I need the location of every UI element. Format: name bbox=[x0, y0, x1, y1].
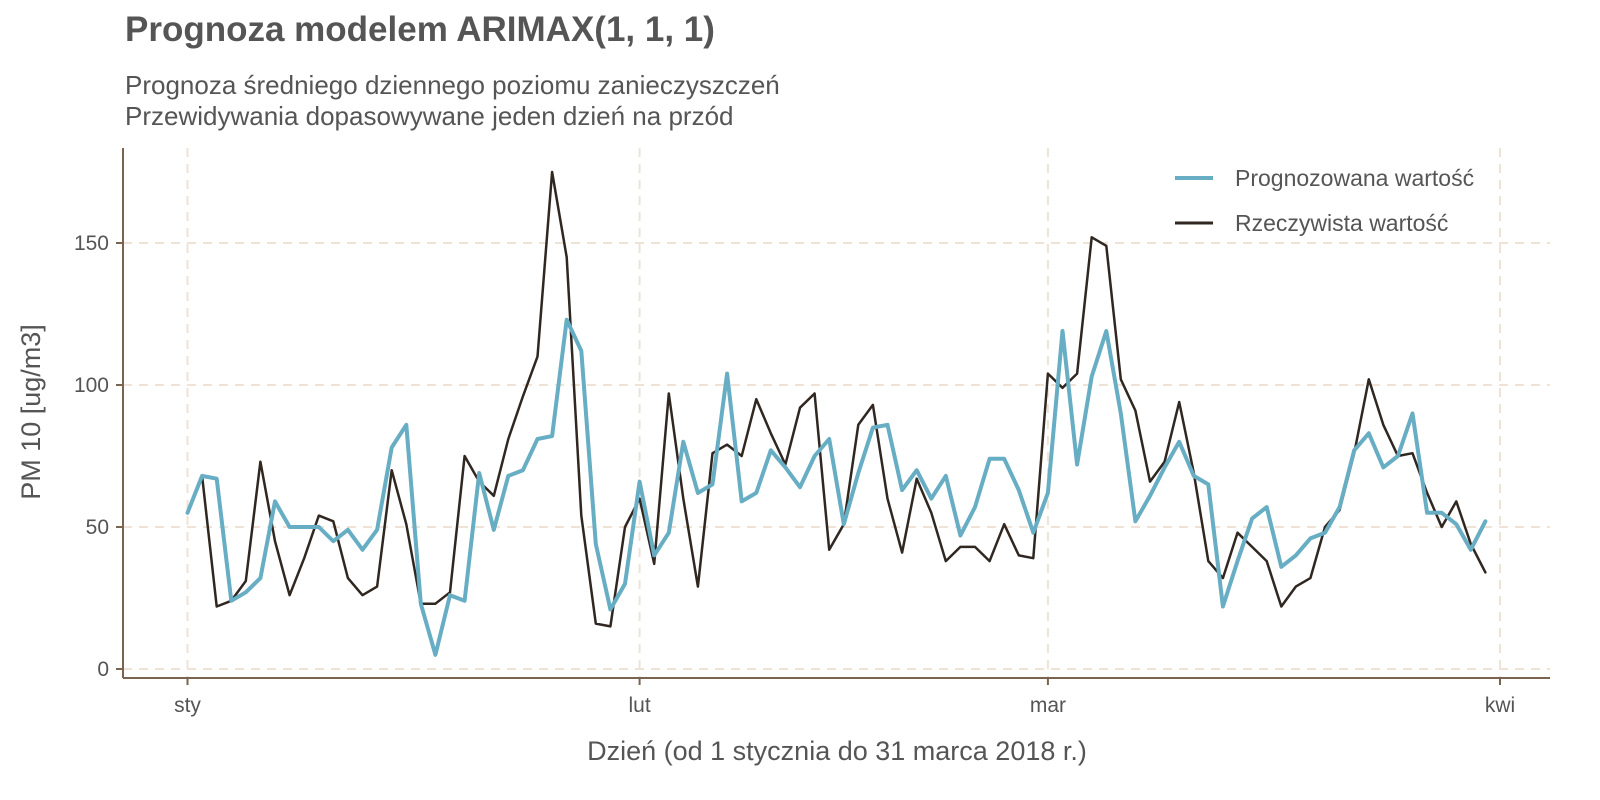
x-tick-label-0: sty bbox=[174, 694, 201, 717]
series-line-forecast bbox=[185, 317, 1488, 657]
chart-subtitle: Prognoza średniego dziennego poziomu zan… bbox=[125, 70, 780, 132]
y-tick-label-3: 150 bbox=[74, 232, 109, 255]
y-tick-label-1: 50 bbox=[86, 516, 109, 539]
legend-label-actual: Rzeczywista wartość bbox=[1235, 210, 1448, 236]
x-tick-label-3: kwi bbox=[1485, 694, 1515, 717]
y-axis-title: PM 10 [ug/m3] bbox=[16, 324, 46, 500]
chart-title: Prognoza modelem ARIMAX(1, 1, 1) bbox=[125, 10, 715, 49]
chart-subtitle-line-1: Prognoza średniego dziennego poziomu zan… bbox=[125, 70, 780, 100]
data-series bbox=[185, 170, 1488, 657]
x-tick-label-2: mar bbox=[1030, 694, 1066, 717]
legend: Prognozowana wartość Rzeczywista wartość bbox=[1175, 165, 1474, 236]
x-axis-title: Dzień (od 1 stycznia do 31 marca 2018 r.… bbox=[587, 736, 1087, 766]
series-line-actual bbox=[186, 170, 1487, 628]
grid-lines bbox=[123, 148, 1550, 678]
tick-labels: 0 50 100 150 sty lut mar kwi bbox=[74, 232, 1515, 717]
y-tick-label-2: 100 bbox=[74, 374, 109, 397]
chart-subtitle-line-2: Przewidywania dopasowywane jeden dzień n… bbox=[125, 101, 734, 131]
axes bbox=[116, 148, 1550, 685]
x-tick-label-1: lut bbox=[628, 694, 650, 717]
legend-label-forecast: Prognozowana wartość bbox=[1235, 165, 1474, 191]
y-tick-label-0: 0 bbox=[97, 658, 109, 681]
